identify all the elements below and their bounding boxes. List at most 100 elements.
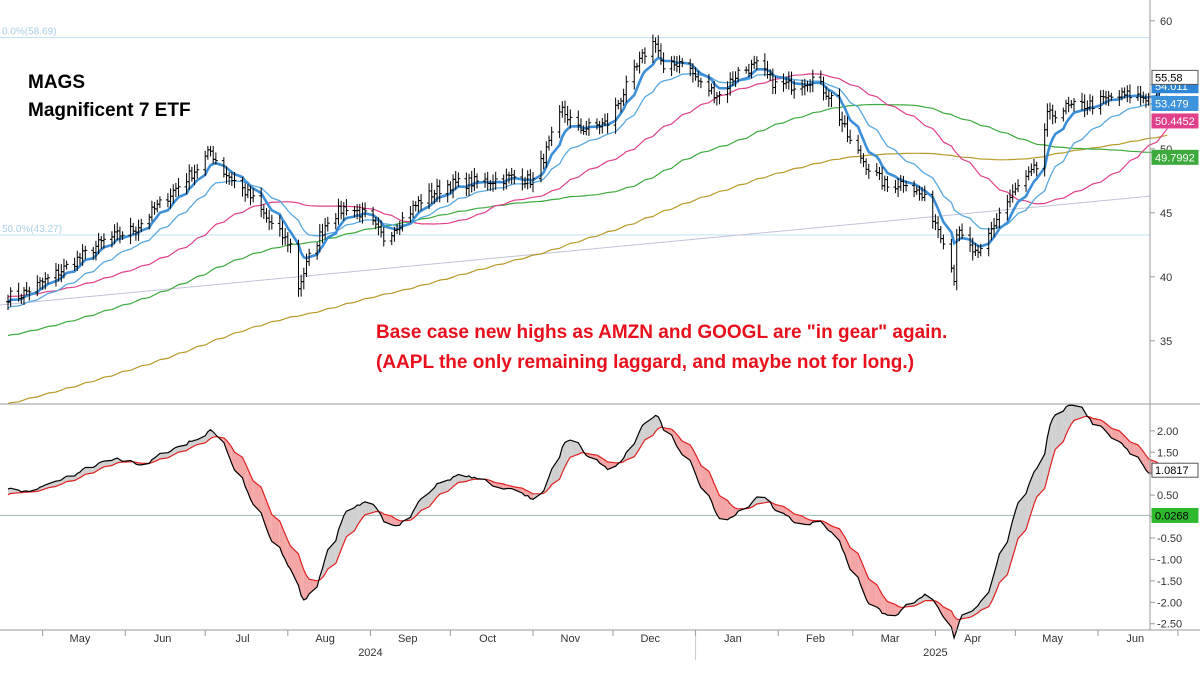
price-bar: [323, 217, 328, 240]
osc-fill: [548, 469, 552, 489]
osc-fill: [298, 554, 302, 596]
price-bar: [952, 264, 957, 286]
price-bar: [1032, 158, 1037, 174]
osc-last-tag-text: 1.0817: [1155, 465, 1189, 477]
osc-tick-label: -2.00: [1157, 597, 1182, 609]
price-bar: [413, 201, 418, 212]
y-tick-label: 60: [1160, 16, 1172, 28]
osc-fill: [1071, 405, 1074, 425]
osc-fill: [714, 483, 717, 515]
osc-fill: [447, 480, 451, 492]
x-tick-label: Mar: [881, 633, 900, 645]
price-bar: [978, 243, 983, 257]
price-bar: [475, 173, 480, 189]
ma-100-last-tag: [1151, 149, 1199, 165]
osc-fill: [711, 477, 715, 510]
osc-fill: [786, 508, 789, 517]
price-bar: [157, 196, 162, 208]
osc-fill: [189, 441, 192, 449]
osc-fill: [301, 562, 304, 600]
osc-fill: [173, 447, 176, 455]
price-bar: [842, 115, 847, 128]
osc-fill: [1018, 493, 1027, 539]
osc-fill: [922, 594, 925, 603]
price-bar: [64, 260, 69, 270]
price-bar: [680, 57, 685, 68]
y-tick-label: 40: [1160, 272, 1172, 284]
x-tick-label: Feb: [806, 633, 825, 645]
price-bar: [1071, 98, 1076, 112]
price-bar: [586, 118, 591, 136]
price-bar: [634, 62, 639, 71]
osc-fill: [607, 461, 616, 470]
price-bar: [1106, 90, 1111, 106]
x-tick-label: Dec: [640, 633, 660, 645]
osc-fill: [708, 471, 712, 502]
osc-fill: [1145, 455, 1149, 474]
osc-fill: [698, 459, 701, 488]
price-bar: [1045, 103, 1050, 137]
osc-fill: [1028, 478, 1032, 521]
osc-fill: [978, 601, 981, 613]
price-bar: [227, 172, 232, 185]
price-bar: [288, 238, 293, 254]
price-bar: [333, 213, 338, 230]
osc-fill: [250, 474, 254, 505]
osc-fill: [413, 506, 416, 519]
price-bar: [243, 183, 248, 202]
price-bar: [27, 286, 32, 301]
osc-fill: [578, 442, 581, 455]
price-bar: [24, 281, 29, 296]
price-bar: [1125, 85, 1130, 103]
osc-fill: [783, 506, 787, 516]
osc-fill: [895, 604, 899, 616]
osc-fill: [887, 601, 896, 616]
chart-subtitle: Magnificent 7 ETF: [28, 100, 191, 121]
price-bar: [1109, 92, 1114, 101]
osc-fill: [338, 523, 342, 557]
price-bar: [848, 129, 853, 145]
osc-fill: [415, 501, 419, 517]
osc-fill: [940, 604, 944, 617]
osc-fill: [418, 498, 422, 514]
osc-fill: [1124, 436, 1128, 450]
osc-fill: [1012, 511, 1016, 557]
osc-fill: [626, 443, 635, 460]
osc-fill: [1052, 414, 1056, 458]
price-bar: [840, 111, 845, 133]
price-bar: [605, 113, 610, 134]
price-bar: [874, 163, 879, 177]
price-bar: [650, 34, 655, 64]
price-bar: [251, 188, 256, 203]
osc-fill: [357, 505, 360, 526]
osc-fill: [1010, 520, 1013, 566]
osc-fill: [47, 481, 56, 488]
price-bar: [232, 172, 237, 189]
price-bar: [1016, 179, 1021, 193]
osc-fill: [1068, 405, 1072, 429]
price-bar: [898, 175, 903, 191]
osc-fill: [101, 461, 104, 469]
price-bar: [531, 172, 535, 193]
price-bar: [1042, 123, 1047, 177]
x-tick-label: May: [70, 633, 91, 645]
price-bar: [565, 105, 570, 126]
x-tick-label: Sep: [398, 633, 418, 645]
x-year-label: 2025: [923, 647, 947, 659]
osc-fill: [175, 446, 179, 454]
osc-tick-label: -2.50: [1157, 619, 1182, 631]
price-bar: [1098, 90, 1103, 115]
osc-fill: [596, 455, 600, 463]
osc-fill: [205, 431, 208, 443]
price-bar: [762, 53, 767, 77]
osc-fill: [1092, 418, 1101, 426]
price-bar: [213, 152, 218, 165]
osc-fill: [564, 440, 568, 467]
osc-fill: [658, 416, 661, 429]
price-bar: [128, 217, 133, 245]
ma-100-line: [7, 103, 1168, 337]
osc-fill: [186, 441, 190, 451]
osc-fill: [191, 440, 195, 448]
price-bar: [325, 216, 330, 232]
price-bar: [456, 172, 461, 187]
